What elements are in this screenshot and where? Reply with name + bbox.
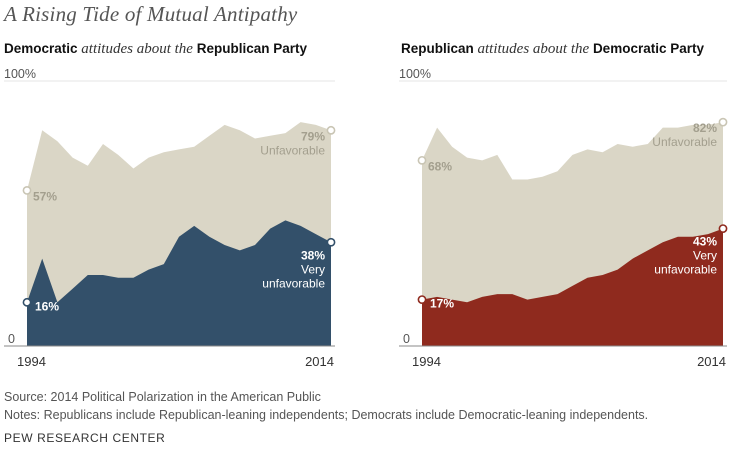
dem-endpoint-marker xyxy=(22,297,32,307)
rep-xtick-label: 1994 xyxy=(412,354,441,369)
dem-label-unfavorable-start: 57% xyxy=(33,189,57,203)
rep-label-unfavorable-name: Unfavorable xyxy=(652,135,717,149)
dem-label-unfavorable-end: 79% xyxy=(301,129,325,143)
dem-endpoint-marker xyxy=(22,185,32,195)
footnotes: Source: 2014 Political Polarization in t… xyxy=(4,388,648,424)
rep-label-very-start: 17% xyxy=(430,297,454,311)
dem-label-unfavorable-name: Unfavorable xyxy=(260,143,325,157)
dem-xtick-label: 1994 xyxy=(17,354,46,369)
rep-endpoint-marker xyxy=(417,295,427,304)
panel-title-part-3: Republican Party xyxy=(196,41,307,56)
rep-label-very-end: 43% xyxy=(693,235,717,249)
dem-label-very-end: 38% xyxy=(301,248,325,262)
panel-title-democratic: Democratic attitudes about the Republica… xyxy=(4,41,307,58)
chart-title: A Rising Tide of Mutual Antipathy xyxy=(4,2,298,26)
panel-title-part-1: Republican xyxy=(401,41,474,56)
source-note: Source: 2014 Political Polarization in t… xyxy=(4,390,321,404)
panel-title-part-2: attitudes about the xyxy=(77,41,197,57)
dem-area-very-unfavorable xyxy=(27,220,331,346)
panel-title-part-1: Democratic xyxy=(4,41,78,56)
rep-label-very-name: Very xyxy=(693,249,717,263)
dem-endpoint-marker xyxy=(326,237,336,247)
rep-label-very-name: unfavorable xyxy=(654,263,717,277)
dem-ytick-label: 100% xyxy=(4,67,36,81)
panel-title-republican: Republican attitudes about the Democrati… xyxy=(401,41,704,58)
dem-endpoint-marker xyxy=(326,125,336,135)
notes-note: Notes: Republicans include Republican-le… xyxy=(4,408,649,422)
rep-endpoint-marker xyxy=(417,155,427,165)
rep-ytick-label: 100% xyxy=(399,67,431,81)
rep-endpoint-marker xyxy=(718,117,728,127)
dem-xtick-label: 2014 xyxy=(305,354,334,369)
panel-title-part-2: attitudes about the xyxy=(473,41,593,57)
rep-label-unfavorable-start: 68% xyxy=(428,159,452,173)
rep-endpoint-marker xyxy=(718,224,728,234)
rep-label-unfavorable-end: 82% xyxy=(693,121,717,135)
rep-xtick-label: 2014 xyxy=(697,354,726,369)
dem-label-very-name: unfavorable xyxy=(262,276,325,290)
organization-credit: PEW RESEARCH CENTER xyxy=(4,431,166,445)
rep-ytick-label: 0 xyxy=(403,332,410,346)
panel-title-part-3: Democratic Party xyxy=(592,41,704,56)
dem-label-very-start: 16% xyxy=(35,299,59,313)
dem-ytick-label: 0 xyxy=(8,332,15,346)
rep-area-very-unfavorable xyxy=(422,228,723,346)
dem-label-very-name: Very xyxy=(301,262,325,276)
